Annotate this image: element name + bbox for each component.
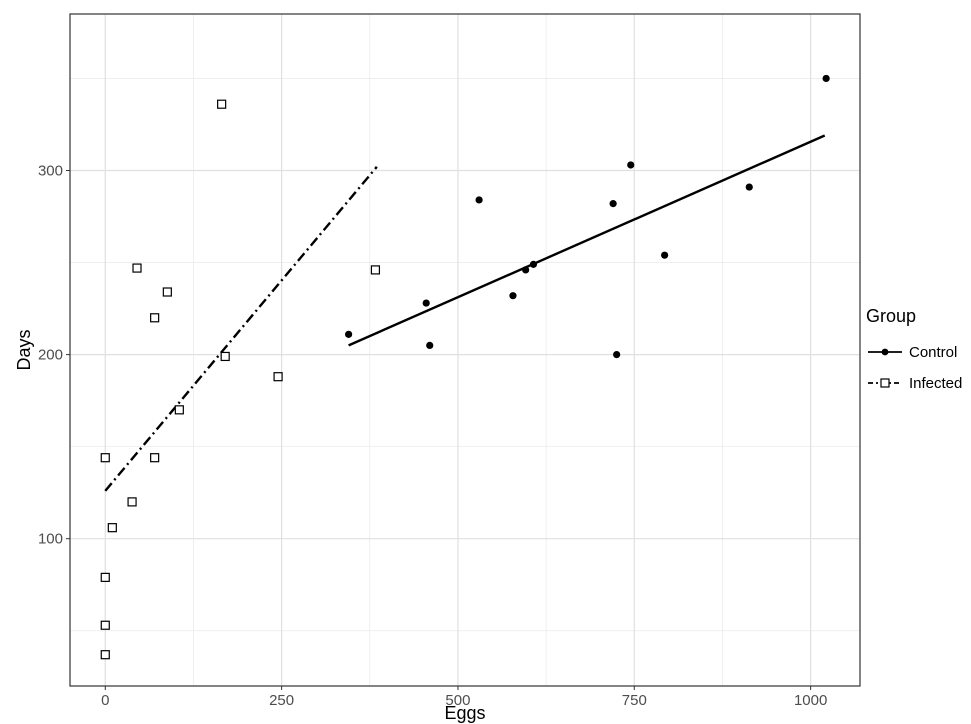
- fit-lines: [104, 134, 826, 492]
- point-infected: [150, 313, 160, 323]
- x-tick-label: 500: [445, 692, 470, 709]
- legend-title: Group: [866, 306, 916, 326]
- point-infected: [100, 650, 110, 660]
- legend-key-marker-control: [881, 348, 889, 356]
- point-control: [426, 341, 434, 349]
- x-tick-label: 1000: [794, 692, 827, 709]
- point-infected: [162, 287, 172, 297]
- point-infected: [150, 453, 160, 463]
- x-axis-ticks: 0 250 500 750 1000: [101, 686, 827, 709]
- point-infected: [217, 99, 227, 109]
- x-axis-title: Eggs: [444, 703, 485, 723]
- point-control: [522, 266, 530, 274]
- data-points: [100, 74, 830, 660]
- legend: Group Control Infected: [866, 306, 962, 392]
- point-infected: [127, 497, 137, 507]
- point-control: [529, 260, 538, 268]
- fit-line-control: [348, 134, 826, 347]
- y-tick-label: 300: [38, 162, 63, 179]
- point-control: [822, 74, 830, 83]
- point-infected: [107, 523, 117, 533]
- minor-gridlines: [70, 14, 860, 686]
- legend-items: Control Infected: [868, 344, 962, 392]
- legend-label-infected: Infected: [909, 375, 962, 392]
- point-infected: [370, 265, 381, 275]
- legend-label-control: Control: [909, 344, 957, 361]
- x-tick-label: 0: [101, 692, 109, 709]
- y-tick-label: 200: [38, 347, 63, 364]
- point-infected: [100, 572, 110, 582]
- point-control: [627, 161, 635, 169]
- y-axis-title: Days: [14, 329, 34, 370]
- x-tick-label: 250: [269, 692, 294, 709]
- point-infected: [174, 405, 184, 415]
- point-control: [745, 183, 753, 191]
- point-control: [422, 299, 430, 307]
- major-gridlines: [70, 14, 860, 686]
- y-tick-label: 100: [38, 531, 63, 548]
- point-control: [475, 196, 483, 204]
- point-infected: [100, 453, 110, 463]
- point-infected: [220, 351, 230, 362]
- point-control: [661, 251, 669, 259]
- panel-border: [69, 13, 861, 687]
- point-control: [509, 292, 517, 300]
- point-infected: [100, 620, 110, 630]
- legend-key-marker-infected: [880, 378, 890, 388]
- point-infected: [132, 263, 142, 273]
- y-axis-ticks: 100 200 300: [38, 162, 70, 548]
- point-infected: [273, 372, 283, 382]
- point-control: [345, 330, 353, 338]
- point-control: [609, 200, 617, 208]
- x-tick-label: 750: [622, 692, 647, 709]
- point-control: [613, 351, 621, 359]
